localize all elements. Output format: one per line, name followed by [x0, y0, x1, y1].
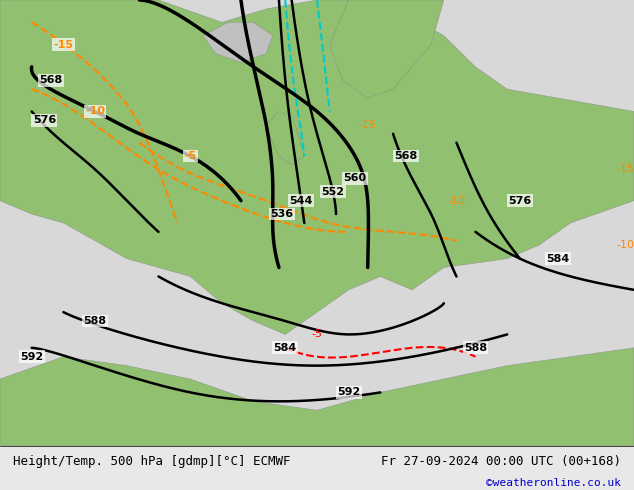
Text: -5: -5 — [184, 151, 197, 161]
Text: -10: -10 — [85, 106, 105, 117]
Text: 544: 544 — [290, 196, 313, 206]
Text: -10: -10 — [448, 196, 465, 206]
Text: 568: 568 — [39, 75, 62, 85]
Text: -5: -5 — [311, 329, 323, 340]
Text: 560: 560 — [344, 173, 366, 183]
Polygon shape — [266, 112, 304, 165]
Text: 552: 552 — [321, 187, 344, 197]
Text: 584: 584 — [547, 254, 569, 264]
Text: -10: -10 — [616, 240, 634, 250]
Text: 568: 568 — [394, 151, 417, 161]
Text: Height/Temp. 500 hPa [gdmp][°C] ECMWF: Height/Temp. 500 hPa [gdmp][°C] ECMWF — [13, 455, 290, 468]
Polygon shape — [203, 22, 273, 62]
Text: 536: 536 — [271, 209, 294, 219]
Text: -15: -15 — [359, 120, 377, 130]
Text: 588: 588 — [464, 343, 487, 353]
Polygon shape — [0, 0, 634, 334]
Text: 592: 592 — [20, 352, 43, 362]
Text: 576: 576 — [33, 115, 56, 125]
Text: ©weatheronline.co.uk: ©weatheronline.co.uk — [486, 478, 621, 489]
Text: 592: 592 — [337, 388, 360, 397]
Polygon shape — [0, 348, 634, 446]
Polygon shape — [330, 0, 444, 98]
Text: -15: -15 — [53, 40, 74, 49]
Text: Fr 27-09-2024 00:00 UTC (00+168): Fr 27-09-2024 00:00 UTC (00+168) — [381, 455, 621, 468]
Text: 576: 576 — [508, 196, 531, 206]
Text: 584: 584 — [274, 343, 297, 353]
Text: -15: -15 — [616, 165, 634, 174]
Text: 588: 588 — [84, 316, 107, 326]
